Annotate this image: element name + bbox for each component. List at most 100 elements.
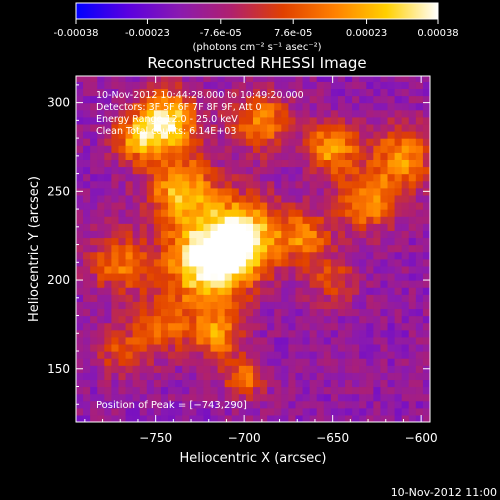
heatmap-cell — [288, 138, 297, 146]
heatmap-cell — [415, 116, 424, 125]
heatmap-cell — [196, 315, 205, 324]
heatmap-cell — [345, 159, 353, 168]
y-tick-label: 150 — [47, 362, 70, 376]
heatmap-cell — [373, 166, 382, 175]
heatmap-cell — [83, 329, 91, 338]
heatmap-cell — [118, 280, 127, 288]
heatmap-cell — [118, 372, 127, 381]
heatmap-cell — [189, 187, 197, 196]
heatmap-cell — [352, 76, 360, 82]
heatmap-cell — [408, 166, 417, 175]
heatmap-cell — [401, 123, 410, 132]
heatmap-cell — [316, 287, 325, 295]
heatmap-cell — [146, 216, 155, 224]
heatmap-cell — [118, 294, 127, 302]
heatmap-cell — [366, 159, 374, 168]
heatmap-cell — [373, 315, 382, 324]
heatmap-cell — [118, 173, 127, 182]
heatmap-cell — [401, 216, 410, 224]
heatmap-cell — [401, 102, 410, 111]
heatmap-cell — [345, 315, 353, 324]
heatmap-cell — [203, 336, 212, 345]
heatmap-cell — [238, 301, 247, 310]
heatmap-cell — [224, 258, 233, 267]
heatmap-cell — [387, 329, 396, 338]
heatmap-cell — [274, 358, 282, 366]
heatmap-cell — [203, 102, 212, 111]
heatmap-cell — [309, 116, 318, 125]
heatmap-cell — [168, 294, 176, 302]
heatmap-cell — [401, 280, 410, 288]
heatmap-cell — [189, 251, 197, 260]
heatmap-cell — [288, 308, 297, 317]
heatmap-cell — [245, 152, 254, 160]
heatmap-cell — [394, 414, 403, 422]
heatmap-cell — [203, 81, 212, 90]
heatmap-cell — [231, 123, 240, 132]
heatmap-cell — [217, 414, 226, 422]
heatmap-cell — [422, 223, 430, 231]
heatmap-cell — [373, 223, 382, 231]
heatmap-cell — [330, 95, 339, 104]
heatmap-cell — [175, 407, 183, 416]
heatmap-cell — [118, 379, 127, 388]
heatmap-cell — [175, 294, 183, 302]
heatmap-cell — [175, 109, 183, 118]
heatmap-cell — [160, 280, 169, 288]
heatmap-cell — [189, 272, 197, 281]
heatmap-cell — [345, 414, 353, 422]
heatmap-cell — [153, 209, 162, 217]
heatmap-cell — [104, 294, 112, 302]
heatmap-cell — [203, 365, 212, 373]
heatmap-cell — [274, 244, 282, 253]
heatmap-cell — [260, 358, 268, 366]
heatmap-cell — [345, 400, 353, 409]
heatmap-cell — [245, 102, 254, 111]
heatmap-cell — [160, 166, 169, 175]
heatmap-cell — [189, 116, 197, 125]
heatmap-cell — [168, 81, 176, 90]
heatmap-cell — [245, 393, 254, 402]
heatmap-cell — [359, 76, 367, 82]
heatmap-cell — [260, 76, 268, 82]
heatmap-cell — [401, 230, 410, 239]
heatmap-cell — [76, 244, 84, 253]
heatmap-cell — [295, 280, 304, 288]
heatmap-cell — [408, 194, 417, 203]
heatmap-cell — [295, 95, 304, 104]
heatmap-cell — [76, 138, 84, 146]
heatmap-cell — [189, 336, 197, 345]
heatmap-cell — [153, 308, 162, 317]
heatmap-cell — [302, 138, 311, 146]
heatmap-cell — [139, 180, 148, 189]
heatmap-cell — [97, 343, 105, 352]
heatmap-cell — [125, 272, 134, 281]
heatmap-cell — [125, 131, 134, 139]
heatmap-cell — [118, 123, 127, 132]
heatmap-cell — [238, 88, 247, 97]
heatmap-cell — [203, 116, 212, 125]
heatmap-cell — [153, 166, 162, 175]
heatmap-cell — [160, 358, 169, 366]
heatmap-cell — [302, 159, 311, 168]
heatmap-cell — [316, 237, 325, 246]
heatmap-cell — [139, 393, 148, 402]
heatmap-cell — [302, 123, 311, 132]
heatmap-cell — [387, 265, 396, 274]
heatmap-cell — [408, 358, 417, 366]
heatmap-cell — [260, 81, 268, 90]
heatmap-cell — [352, 301, 360, 310]
heatmap-cell — [111, 358, 120, 366]
heatmap-cell — [359, 209, 367, 217]
heatmap-cell — [408, 159, 417, 168]
heatmap-cell — [231, 358, 240, 366]
heatmap-cell — [394, 336, 403, 345]
heatmap-cell — [302, 187, 311, 196]
heatmap-cell — [76, 336, 84, 345]
heatmap-cell — [168, 343, 176, 352]
peak-position-label: Position of Peak = [−743,290] — [96, 400, 247, 411]
heatmap-cell — [309, 280, 318, 288]
heatmap-cell — [189, 407, 197, 416]
heatmap-cell — [76, 209, 84, 217]
